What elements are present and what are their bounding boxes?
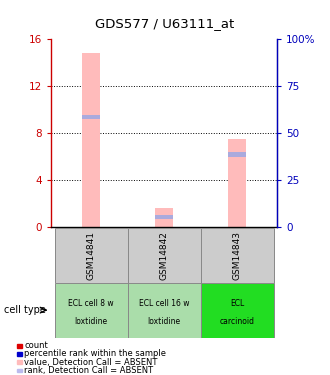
Text: ECL cell 16 w: ECL cell 16 w <box>139 299 189 308</box>
Bar <box>228 153 246 157</box>
Bar <box>155 214 173 219</box>
Text: loxtidine: loxtidine <box>148 317 181 326</box>
Text: GDS577 / U63111_at: GDS577 / U63111_at <box>95 17 235 30</box>
Bar <box>82 54 100 227</box>
Bar <box>55 228 128 283</box>
Text: value, Detection Call = ABSENT: value, Detection Call = ABSENT <box>24 358 158 367</box>
Text: cell type: cell type <box>4 305 46 315</box>
Text: percentile rank within the sample: percentile rank within the sample <box>24 350 166 358</box>
Text: carcinoid: carcinoid <box>219 317 254 326</box>
Bar <box>201 283 274 338</box>
Text: ECL cell 8 w: ECL cell 8 w <box>68 299 114 308</box>
Text: count: count <box>24 341 48 350</box>
Bar <box>128 283 201 338</box>
Text: loxtidine: loxtidine <box>75 317 108 326</box>
Text: GSM14842: GSM14842 <box>160 231 169 280</box>
Bar <box>155 208 173 227</box>
Bar <box>228 139 246 227</box>
Text: GSM14841: GSM14841 <box>87 231 96 280</box>
Bar <box>82 115 100 119</box>
Text: rank, Detection Call = ABSENT: rank, Detection Call = ABSENT <box>24 366 153 375</box>
Text: GSM14843: GSM14843 <box>233 231 242 280</box>
Bar <box>128 228 201 283</box>
Bar <box>55 283 128 338</box>
Bar <box>201 228 274 283</box>
Text: ECL: ECL <box>230 299 244 308</box>
